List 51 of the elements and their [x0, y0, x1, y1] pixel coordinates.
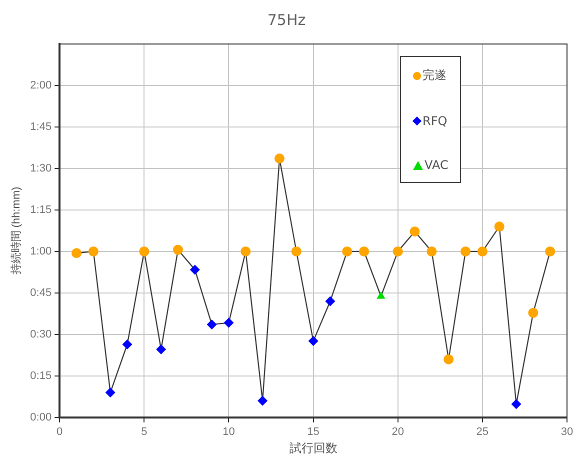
- y-tick-label: 1:15: [30, 204, 52, 216]
- point: [392, 246, 403, 256]
- chart-title: 75Hz: [267, 10, 306, 29]
- y-tick-label: 0:45: [30, 286, 52, 299]
- x-tick-label: 10: [222, 426, 235, 438]
- point: [308, 336, 318, 346]
- x-tick-label: 20: [392, 426, 404, 438]
- point: [206, 319, 217, 330]
- point: [325, 296, 336, 306]
- point: [444, 354, 454, 364]
- point: [156, 344, 166, 354]
- y-tick-label: 0:00: [30, 411, 52, 424]
- point: [105, 388, 116, 398]
- legend-label: VAC: [424, 158, 448, 172]
- x-tick-label: 5: [141, 426, 148, 438]
- point: [88, 246, 98, 256]
- point: [494, 222, 504, 232]
- point: [173, 244, 183, 255]
- point: [376, 291, 386, 299]
- point: [426, 246, 437, 256]
- x-axis-title: 試行回数: [289, 441, 338, 456]
- point: [511, 399, 522, 410]
- y-tick-label: 1:30: [30, 162, 52, 174]
- point: [410, 226, 420, 237]
- point: [528, 308, 538, 318]
- x-tick-label: 30: [560, 426, 574, 438]
- point: [240, 246, 251, 256]
- point: [274, 154, 284, 164]
- point: [190, 264, 200, 275]
- y-tick-label: 2:00: [30, 80, 52, 92]
- point: [291, 246, 302, 256]
- y-tick-label: 1:00: [30, 245, 52, 258]
- x-tick-label: 25: [476, 426, 489, 438]
- point: [359, 246, 370, 256]
- x-tick-label: 15: [307, 426, 320, 438]
- x-tick-label: 0: [56, 426, 63, 438]
- point: [545, 246, 556, 256]
- point: [224, 318, 234, 328]
- legend-label: 完遂: [422, 67, 447, 84]
- y-tick-label: 0:30: [30, 328, 52, 340]
- point: [460, 246, 471, 256]
- point: [139, 246, 150, 256]
- legend-label: RFQ: [422, 114, 448, 128]
- y-tick-label: 1:45: [30, 121, 52, 134]
- point: [72, 248, 82, 258]
- y-axis-title: 持続時間 (hh:mm): [10, 186, 23, 275]
- point: [342, 246, 352, 256]
- point: [258, 396, 268, 406]
- y-tick-label: 0:15: [30, 370, 52, 382]
- point: [477, 246, 488, 256]
- point: [122, 339, 132, 350]
